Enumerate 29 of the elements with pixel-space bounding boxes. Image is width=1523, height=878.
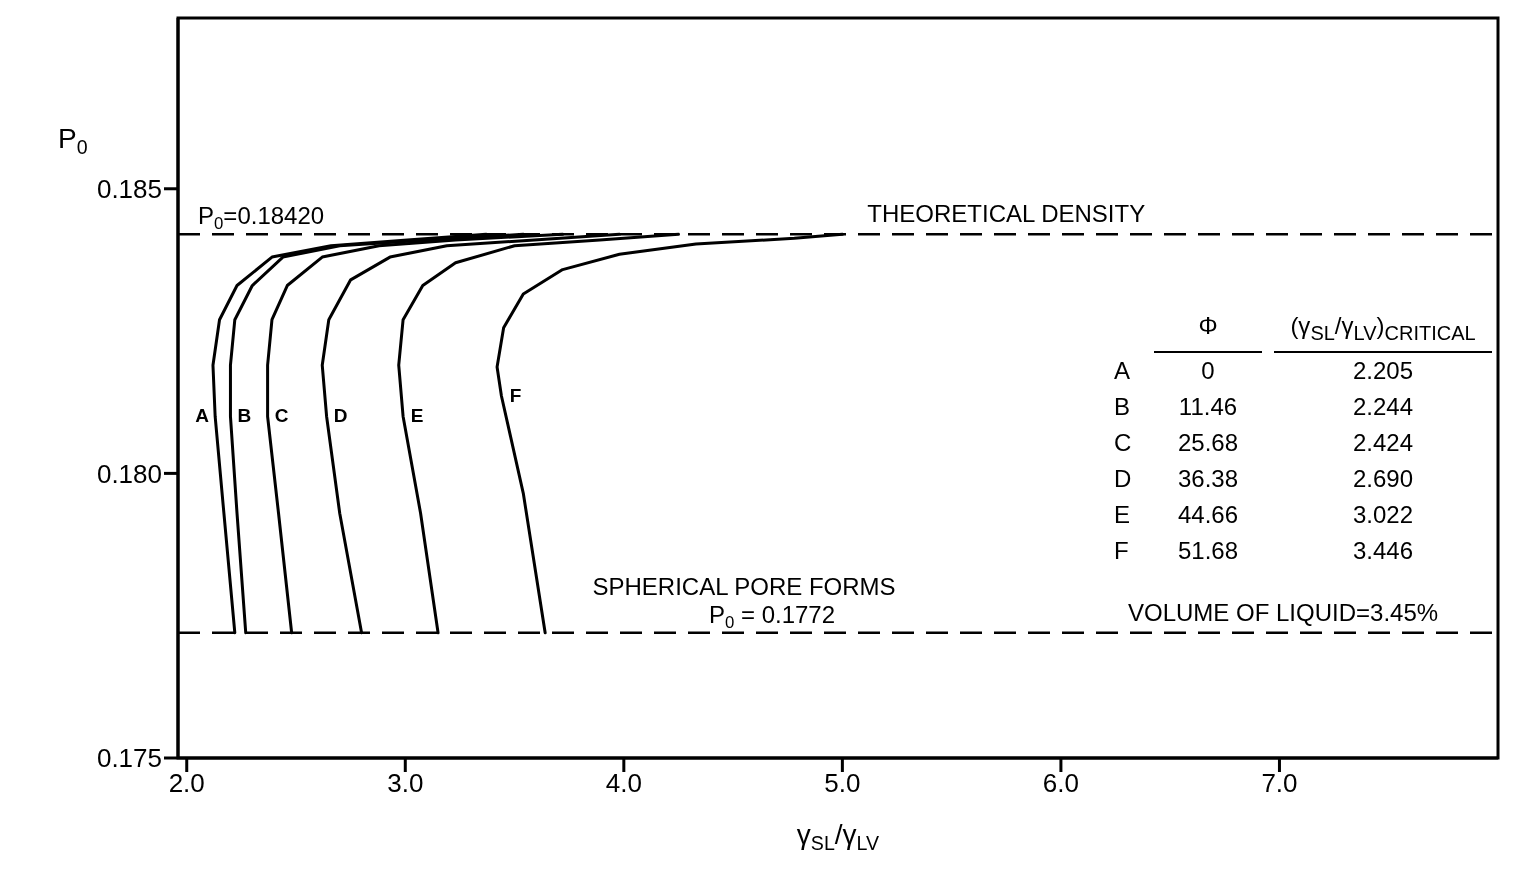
y-axis-title: P$_{0}$	[58, 123, 88, 158]
annotation: VOLUME OF LIQUID=3.45%	[1128, 598, 1440, 627]
series-label: D	[333, 405, 348, 427]
x-tick-label: 2.0	[168, 768, 205, 799]
annotation: THEORETICAL DENSITY	[867, 200, 1146, 228]
x-tick-label: 7.0	[1261, 768, 1298, 799]
x-tick-label: 3.0	[387, 768, 424, 799]
x-tick-label: 4.0	[605, 768, 642, 799]
series-label: F	[509, 384, 522, 406]
series-label: E	[410, 405, 424, 427]
text: Φ (γ$_{SL}$/γ$_{LV}$)$_{CRITICAL}$	[1198, 312, 1476, 344]
ref-line-label: P$_{0}$=0.18420	[198, 202, 325, 234]
y-tick-label: 0.180	[96, 458, 162, 489]
x-tick-label: 6.0	[1042, 768, 1079, 799]
series-label: C	[274, 405, 289, 427]
y-tick-label: 0.185	[96, 174, 162, 204]
text: A 0 2.205	[1114, 356, 1414, 384]
series-label: B	[237, 405, 252, 427]
text: F 51.68 3.446	[1114, 536, 1414, 564]
text: E 44.66 3.022	[1114, 500, 1414, 528]
annotation: SPHERICAL PORE FORMS	[592, 572, 896, 600]
text: B 11.46 2.244	[1114, 392, 1414, 420]
y-tick-label: 0.175	[96, 743, 162, 774]
x-tick-label: 5.0	[824, 768, 861, 799]
text: D 36.38 2.690	[1114, 464, 1414, 492]
ref-line-label: P$_{0}$ = 0.1772	[708, 600, 836, 632]
series-label: A	[195, 405, 210, 427]
x-axis-title: γ$_{SL}$/γ$_{LV}$	[796, 819, 880, 854]
text: C 25.68 2.424	[1114, 428, 1414, 456]
